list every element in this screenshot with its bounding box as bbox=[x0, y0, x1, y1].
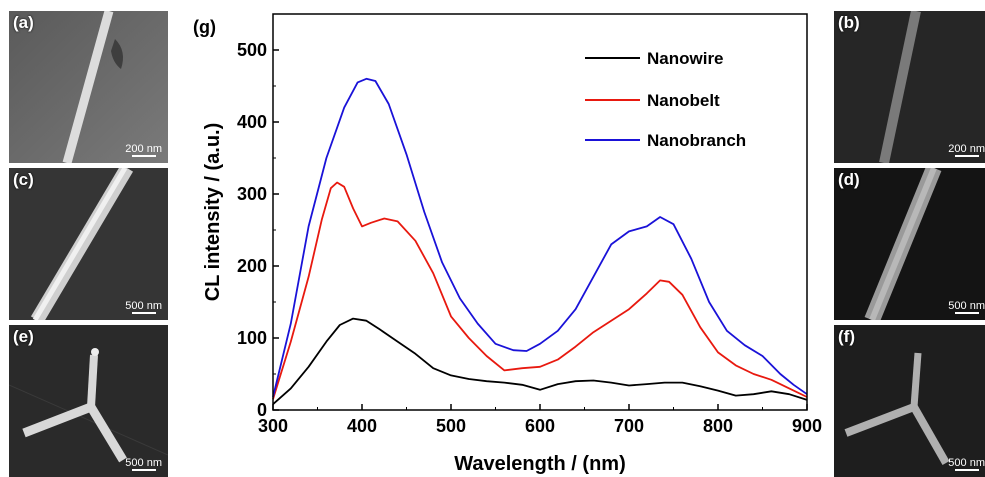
nanobelt-cl-image bbox=[834, 168, 985, 320]
nanobelt-sem-image bbox=[9, 168, 168, 320]
legend: Nanowire Nanobelt Nanobranch bbox=[585, 49, 746, 150]
legend-label-nanobelt: Nanobelt bbox=[647, 91, 720, 110]
axis-ticks: 300 400 500 600 700 800 900 0 100 200 300 400 500 bbox=[237, 40, 822, 436]
nanobranch-sem-image bbox=[9, 325, 168, 477]
scale-bar-b: 200 nm bbox=[948, 143, 985, 157]
micrograph-c: (c) 500 nm bbox=[9, 168, 168, 320]
cl-image-d: (d) 500 nm bbox=[834, 168, 985, 320]
micrograph-e: (e) 500 nm bbox=[9, 325, 168, 477]
scale-text-a: 200 nm bbox=[125, 143, 162, 155]
x-tick-label: 600 bbox=[525, 416, 555, 436]
series-line-nanowire bbox=[272, 317, 808, 405]
scale-bar-a: 200 nm bbox=[125, 143, 162, 157]
series-lines bbox=[272, 77, 808, 405]
x-tick-label: 300 bbox=[258, 416, 288, 436]
series-line-nanobranch bbox=[272, 77, 808, 398]
micrograph-a: (a) 200 nm bbox=[9, 11, 168, 163]
y-tick-label: 500 bbox=[237, 40, 267, 60]
scale-text-e: 500 nm bbox=[125, 457, 162, 469]
legend-label-nanowire: Nanowire bbox=[647, 49, 724, 68]
scale-bar-d: 500 nm bbox=[948, 300, 985, 314]
nanowire-cl-image bbox=[834, 11, 985, 163]
y-tick-label: 400 bbox=[237, 112, 267, 132]
scale-text-f: 500 nm bbox=[948, 457, 985, 469]
cl-spectrum-chart: (g) 300 400 500 600 700 800 900 0 100 200 300 400 50… bbox=[193, 13, 822, 475]
x-tick-label: 900 bbox=[792, 416, 822, 436]
scale-bar-f: 500 nm bbox=[948, 457, 985, 471]
x-tick-label: 400 bbox=[347, 416, 377, 436]
cl-image-f: (f) 500 nm bbox=[834, 325, 985, 477]
panel-label-a: (a) bbox=[13, 13, 34, 32]
cl-image-b: (b) 200 nm bbox=[834, 11, 985, 163]
panel-label-f: (f) bbox=[838, 327, 855, 346]
scale-text-d: 500 nm bbox=[948, 300, 985, 312]
x-tick-label: 700 bbox=[614, 416, 644, 436]
y-axis-label: CL intensity / (a.u.) bbox=[202, 123, 224, 302]
panel-label-e: (e) bbox=[13, 327, 34, 346]
y-tick-label: 300 bbox=[237, 184, 267, 204]
x-tick-label: 800 bbox=[703, 416, 733, 436]
panel-label-b: (b) bbox=[838, 13, 860, 32]
x-axis-label: Wavelength / (nm) bbox=[454, 453, 625, 475]
plot-frame bbox=[272, 13, 808, 411]
nanowire-sem-image bbox=[9, 11, 168, 163]
legend-label-nanobranch: Nanobranch bbox=[647, 131, 746, 150]
panel-label-g: (g) bbox=[193, 17, 216, 37]
panel-label-c: (c) bbox=[13, 170, 34, 189]
nanobranch-cl-image bbox=[834, 325, 985, 477]
y-tick-label: 100 bbox=[237, 328, 267, 348]
x-tick-label: 500 bbox=[436, 416, 466, 436]
scale-text-b: 200 nm bbox=[948, 143, 985, 155]
y-tick-label: 0 bbox=[257, 400, 267, 420]
scale-text-c: 500 nm bbox=[125, 300, 162, 312]
scale-bar-e: 500 nm bbox=[125, 457, 162, 471]
y-tick-label: 200 bbox=[237, 256, 267, 276]
scale-bar-c: 500 nm bbox=[125, 300, 162, 314]
panel-label-d: (d) bbox=[838, 170, 860, 189]
series-line-nanobelt bbox=[272, 181, 808, 400]
